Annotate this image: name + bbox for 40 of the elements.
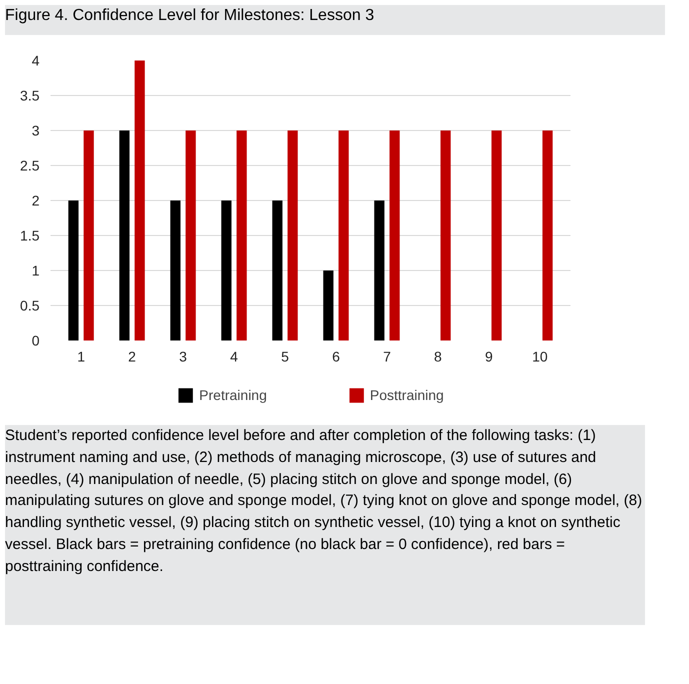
x-tick-label: 2: [128, 348, 136, 364]
bar: [288, 130, 298, 340]
text: Student’s reported confidence level before and after completion of the following tasks: (1) instrument naming and use, (2) methods of managing microscope, (3) use of sutures and needles, (4) manipulation of needle, (5) placing stitch on glove and sponge model, (6) manipulating sutures on glove and sponge model, (7) tying knot on glove and sponge model, (8) handling synthetic vessel, (9) placing stitch on synthetic vessel, (10) tying a knot on synthetic vessel. Black bars = pretraining confidence (no black bar = 0 confidence), red bars = posttraining confidence.: [5, 426, 644, 576]
x-tick-label: 6: [332, 348, 340, 364]
x-tick-label: 5: [281, 348, 290, 364]
bar: [236, 130, 247, 340]
bar: [84, 130, 94, 340]
x-tick-label: 1: [77, 348, 86, 364]
y-tick-label: 1: [32, 262, 40, 278]
x-tick-label: 10: [532, 348, 548, 364]
y-tick-label: 2.5: [20, 158, 40, 174]
legend-label: Pretraining: [199, 387, 267, 403]
legend-label: Posttraining: [370, 387, 444, 403]
y-tick-label: 3.5: [20, 88, 40, 104]
y-tick-label: 1.5: [20, 228, 40, 244]
y-tick-label: 4: [32, 52, 40, 68]
x-tick-label: 8: [434, 348, 442, 364]
y-tick-label: 2: [32, 192, 40, 208]
x-tick-label: 9: [485, 348, 494, 364]
y-tick-label: 0: [32, 332, 40, 348]
bar: [134, 60, 145, 340]
bar: [338, 130, 349, 340]
bar: [323, 270, 334, 340]
x-tick-label: 4: [230, 348, 238, 364]
bar: [170, 200, 180, 340]
bar: [68, 200, 79, 340]
bar: [542, 130, 553, 340]
bar: [119, 130, 130, 340]
bar: [221, 200, 232, 340]
chart-title: Figure 4. Confidence Level for Milestones: Lesson 3: [5, 6, 374, 26]
bar: [491, 130, 502, 340]
y-tick-label: 0.5: [20, 298, 40, 314]
bar: [440, 130, 451, 340]
x-tick-label: 3: [179, 348, 188, 364]
bar: [186, 130, 196, 340]
bar: [272, 200, 282, 340]
bar: [390, 130, 400, 340]
y-tick-label: 3: [32, 122, 40, 138]
bar: [374, 200, 384, 340]
x-tick-label: 7: [383, 348, 392, 364]
